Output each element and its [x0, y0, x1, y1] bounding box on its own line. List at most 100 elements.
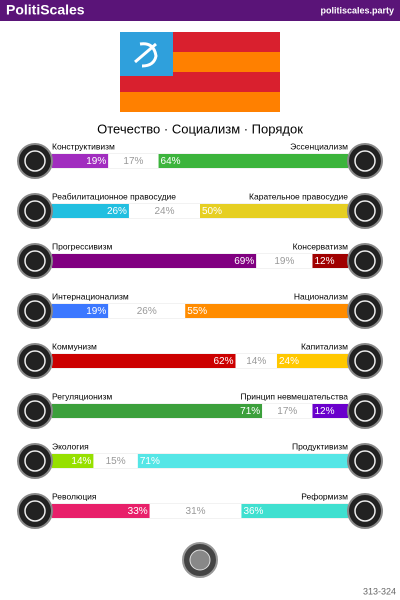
axis-icon — [17, 493, 53, 529]
bar-segment — [52, 204, 129, 218]
bar-segment — [149, 504, 242, 518]
segment-percent: 71% — [140, 456, 160, 467]
bar-segment — [128, 204, 200, 218]
flag — [120, 32, 280, 112]
bar-segment — [52, 454, 94, 468]
axis-right-label: Национализм — [294, 291, 348, 301]
axis-left-label: Регуляционизм — [52, 391, 112, 401]
result-code: 313-324 — [363, 586, 396, 596]
bar-segment — [256, 254, 313, 268]
axis-icon — [347, 493, 383, 529]
bar-segment — [312, 254, 348, 268]
bar-segment — [312, 404, 348, 418]
segment-percent: 19% — [86, 306, 106, 317]
bar-segment — [52, 304, 109, 318]
segment-percent: 69% — [234, 256, 254, 267]
segment-percent: 26% — [107, 206, 127, 217]
axis-icon — [17, 243, 53, 279]
axis-icon — [17, 193, 53, 229]
bar-segment — [262, 404, 313, 418]
segment-percent: 50% — [202, 206, 222, 217]
bar-segment — [52, 354, 236, 368]
axis-icon — [347, 293, 383, 329]
axis-right-label: Реформизм — [301, 491, 348, 501]
bar-segment — [52, 254, 257, 268]
bar-segment — [108, 154, 159, 168]
axis-left-label: Экология — [52, 441, 89, 451]
bar-segment — [137, 454, 348, 468]
axis-left-label: Реабилитационное правосудие — [52, 191, 176, 201]
bar-segment — [52, 154, 109, 168]
axis-right-label: Принцип невмешательства — [240, 391, 348, 401]
axis-icon-inner — [24, 450, 46, 472]
axis-icon-inner — [354, 350, 376, 372]
axis-icon-inner — [354, 250, 376, 272]
axis-icon-inner — [24, 250, 46, 272]
bar-segment — [108, 304, 186, 318]
segment-percent: 17% — [123, 156, 143, 167]
segment-percent: 15% — [106, 456, 126, 467]
segment-percent: 14% — [246, 356, 266, 367]
axis-left-label: Конструктивизм — [52, 141, 115, 151]
axis-icon — [347, 393, 383, 429]
axis-icon-inner — [354, 200, 376, 222]
segment-percent: 62% — [214, 356, 234, 367]
segment-percent: 55% — [187, 306, 207, 317]
axis-icon — [347, 343, 383, 379]
segment-percent: 36% — [243, 506, 263, 517]
axis-icon-inner — [24, 500, 46, 522]
bar-segment — [200, 204, 348, 218]
bar-segment — [158, 154, 348, 168]
axis-icon-inner — [24, 200, 46, 222]
axis-left-label: Коммунизм — [52, 341, 97, 351]
segment-percent: 33% — [128, 506, 148, 517]
bar-segment — [276, 354, 348, 368]
axis-left-label: Прогрессивизм — [52, 241, 113, 251]
bar-segment — [185, 304, 348, 318]
bar-segment — [235, 354, 277, 368]
bar-segment — [93, 454, 138, 468]
axis-icon — [347, 193, 383, 229]
bar-segment — [241, 504, 348, 518]
bar-segment — [52, 504, 150, 518]
axis-icon-inner — [354, 450, 376, 472]
segment-percent: 12% — [314, 256, 334, 267]
segment-percent: 24% — [154, 206, 174, 217]
segment-percent: 12% — [314, 406, 334, 417]
site-link[interactable]: politiscales.party — [320, 5, 394, 15]
segment-percent: 14% — [71, 456, 91, 467]
axis-icon — [17, 343, 53, 379]
segment-percent: 19% — [274, 256, 294, 267]
axis-right-label: Эссенциализм — [290, 141, 348, 151]
segment-percent: 24% — [279, 356, 299, 367]
axis-right-label: Капитализм — [301, 341, 348, 351]
axis-left-label: Революция — [52, 491, 97, 501]
axis-icon-inner — [24, 400, 46, 422]
axis-icon-inner — [354, 150, 376, 172]
segment-percent: 71% — [240, 406, 260, 417]
axis-icon-inner — [354, 500, 376, 522]
segment-percent: 17% — [277, 406, 297, 417]
axis-icon-inner — [24, 350, 46, 372]
axis-right-label: Консерватизм — [293, 241, 349, 251]
axis-icon — [17, 443, 53, 479]
axis-icon — [347, 443, 383, 479]
axis-icon-inner — [24, 300, 46, 322]
axis-icon-inner — [354, 400, 376, 422]
axis-icon — [17, 393, 53, 429]
axis-icon — [347, 243, 383, 279]
axis-right-label: Продуктивизм — [292, 441, 348, 451]
axis-icon — [17, 143, 53, 179]
bar-segment — [52, 404, 263, 418]
segment-percent: 19% — [86, 156, 106, 167]
motto: Отечество · Социализм · Порядок — [97, 121, 303, 136]
site-title[interactable]: PolitiScales — [6, 2, 85, 18]
header-bar — [0, 0, 400, 21]
axis-right-label: Карательное правосудие — [249, 191, 348, 201]
axis-icon — [17, 293, 53, 329]
seal — [182, 542, 218, 578]
axis-icon — [347, 143, 383, 179]
axis-icon-inner — [354, 300, 376, 322]
segment-percent: 31% — [186, 506, 206, 517]
